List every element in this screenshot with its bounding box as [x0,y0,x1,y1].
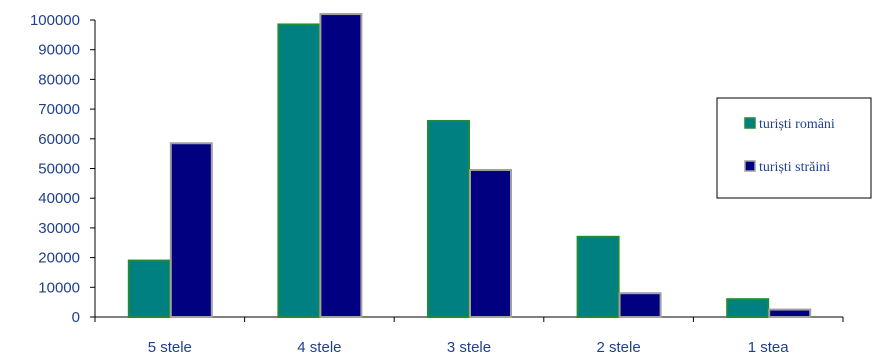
legend-swatch [744,117,756,129]
bar-romani [576,235,620,318]
x-axis: 5 stele 4 stele 3 stele 2 stele 1 stea [94,316,844,356]
y-tick-label: 10000 [38,279,80,296]
bars [127,13,812,319]
y-tick-label: 40000 [38,190,80,207]
y-tick-label: 20000 [38,250,80,267]
x-tick-label: 5 stele [148,339,192,356]
x-tick-label: 2 stele [596,339,640,356]
y-tick-label: 50000 [38,161,80,178]
x-tick-label: 1 stea [748,339,790,356]
legend-swatch [744,160,756,172]
y-axis: 0 10000 20000 30000 40000 50000 60000 70000 8000… [30,12,96,326]
x-tick-label: 3 stele [447,339,491,356]
y-tick-label: 100000 [30,12,80,29]
bar-straini [618,292,662,318]
legend-label: turiști străini [759,160,830,175]
y-tick-label: 70000 [38,101,80,118]
bar-straini [319,13,363,319]
legend: turiști români turiști străini [716,97,872,199]
y-tick-label: 30000 [38,220,80,237]
bar-romani [277,23,321,319]
legend-label: turiști români [759,117,835,132]
bar-straini [169,142,213,318]
y-tick-label: 80000 [38,71,80,88]
bar-straini [768,308,812,319]
y-tick-label: 0 [72,309,80,326]
legend-box [716,97,872,199]
x-tick-label: 4 stele [297,339,341,356]
bar-romani [726,298,770,318]
bar-romani [427,119,470,319]
y-tick-label: 60000 [38,131,80,148]
y-tick-label: 90000 [38,42,80,59]
bar-romani [127,259,171,319]
bar-straini [469,168,512,318]
